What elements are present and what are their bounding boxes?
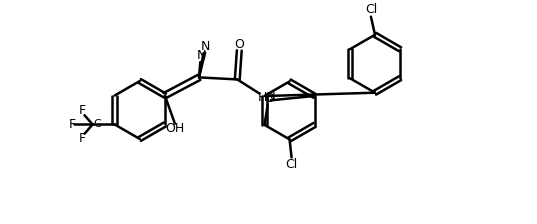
Text: Cl: Cl (286, 158, 297, 171)
Text: O: O (264, 92, 274, 105)
Text: N: N (197, 49, 206, 62)
Text: Cl: Cl (365, 3, 377, 16)
Text: OH: OH (165, 122, 185, 135)
Text: C: C (93, 119, 101, 129)
Text: F: F (79, 104, 86, 117)
Text: F: F (79, 132, 86, 145)
Text: N: N (200, 40, 210, 53)
Text: F: F (69, 118, 76, 131)
Text: HN: HN (257, 91, 276, 104)
Text: O: O (234, 38, 244, 51)
